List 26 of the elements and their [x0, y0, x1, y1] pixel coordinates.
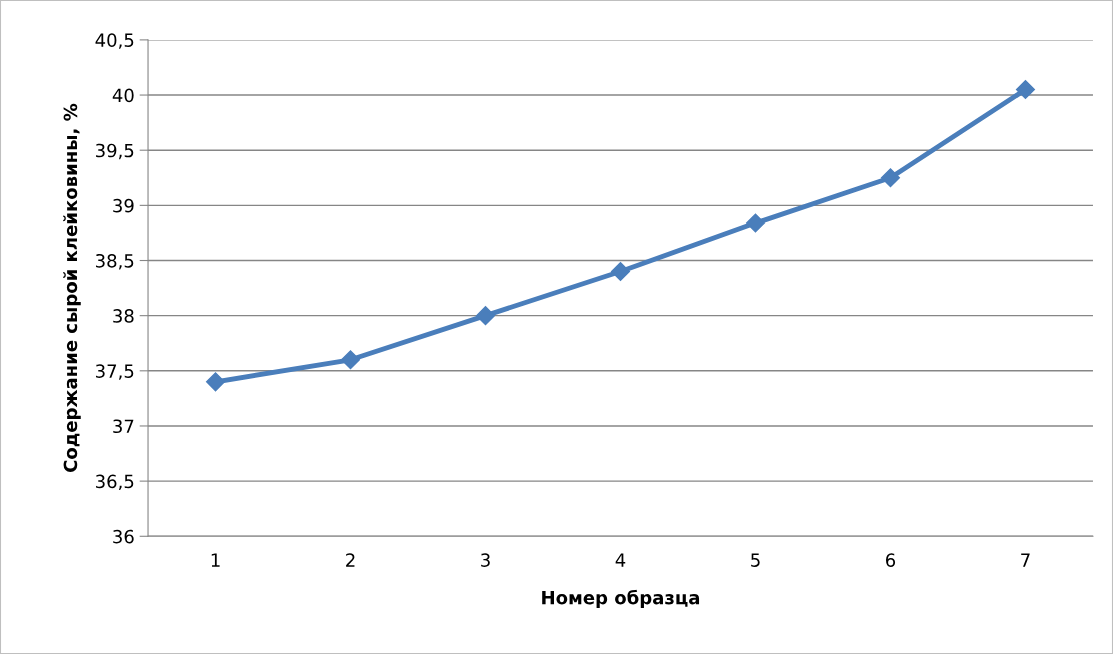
y-tick-label: 39,5 — [96, 143, 134, 160]
point — [745, 213, 766, 233]
x-tick-label: 7 — [1021, 553, 1030, 567]
y-tick-label: 36,5 — [96, 474, 134, 491]
x-tick-label: 2 — [346, 553, 355, 567]
x-tick-label: 5 — [751, 553, 760, 567]
y-tick-label: 38 — [113, 309, 134, 323]
y-tick-label: 37,5 — [96, 364, 134, 380]
x-tick-label: 1 — [211, 553, 220, 567]
x-axis-title: Номер образца — [542, 589, 700, 608]
x-tick-label: 6 — [886, 553, 896, 567]
x-tick-label: 4 — [615, 553, 626, 567]
point — [880, 168, 901, 188]
y-tick-label: 40,5 — [95, 33, 134, 49]
y-axis-title: Содержание сырой клейковины, % — [63, 103, 81, 473]
y-tick-label: 38,5 — [96, 253, 134, 270]
point — [475, 306, 496, 326]
point — [205, 372, 226, 392]
point — [340, 350, 361, 370]
y-tick-label: 40 — [112, 88, 134, 103]
y-tick-label: 39 — [113, 198, 134, 213]
point — [610, 262, 631, 282]
x-tick-label: 3 — [481, 553, 490, 567]
point — [1015, 79, 1036, 100]
y-tick-label: 36 — [113, 529, 134, 544]
y-tick-label: 37 — [113, 419, 134, 434]
